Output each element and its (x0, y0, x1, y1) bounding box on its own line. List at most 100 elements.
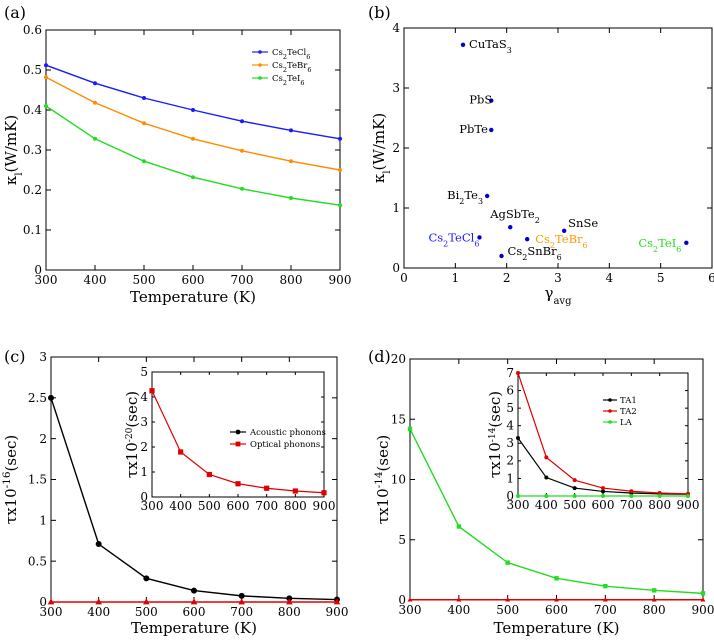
data-point (44, 75, 48, 80)
x-axis-label: Temperature (K) (131, 619, 257, 637)
y-tick-label: 2 (392, 141, 400, 155)
data-point (95, 541, 102, 548)
label-span: -14 (488, 427, 498, 442)
data-point (93, 81, 97, 86)
x-tick-label: 700 (620, 498, 643, 512)
data-point (48, 394, 54, 401)
label-span: 2 (283, 53, 287, 61)
data-point (516, 436, 520, 441)
data-point (629, 494, 634, 498)
data-point (561, 228, 567, 233)
x-tick-label: 500 (198, 499, 221, 513)
point-label: Cs2TeI6 (638, 236, 681, 254)
x-tick-label: 400 (87, 605, 110, 619)
data-point (700, 597, 706, 602)
data-point (206, 471, 212, 478)
panel-label: (a) (4, 3, 26, 22)
x-tick-label: 800 (648, 498, 671, 512)
x-tick-label: 400 (169, 499, 192, 513)
y-tick-label: 5 (506, 401, 514, 415)
x-tick-label: 700 (594, 603, 617, 617)
x-tick-label: 2 (503, 271, 511, 285)
y-tick-label: 4 (140, 390, 148, 404)
legend-entry: Acoustic phonons (249, 428, 326, 438)
plot-frame (151, 371, 325, 498)
y-tick-label: 0.6 (23, 23, 42, 37)
point-label: Cs2SnBr6 (508, 244, 562, 262)
data-point (47, 598, 55, 605)
label-span: τx10 (486, 442, 504, 478)
x-tick-label: 500 (563, 498, 586, 512)
legend-marker (608, 398, 612, 402)
data-point (572, 486, 577, 491)
data-point (321, 490, 327, 496)
x-tick-label: 400 (84, 273, 107, 287)
x-axis-label: Temperature (K) (130, 288, 256, 306)
data-point (149, 388, 155, 394)
x-tick-label: 0 (400, 271, 408, 285)
data-point (191, 587, 197, 594)
data-point (601, 486, 605, 491)
y-tick-label: 3 (392, 81, 400, 95)
label-span: TeBr (287, 61, 308, 71)
label-span: Cs (638, 236, 653, 250)
legend-entry: TA2 (620, 407, 637, 417)
label-span: PbS (469, 93, 492, 107)
label-span: Bi (447, 188, 459, 202)
data-point (629, 489, 634, 494)
y-tick-label: 2 (506, 454, 514, 468)
data-point (191, 136, 195, 141)
data-point (407, 426, 413, 432)
label-span: 2 (653, 244, 658, 253)
label-span: κ (2, 175, 20, 185)
label-span: l (13, 172, 25, 176)
y-tick-label: 1 (392, 201, 400, 215)
x-tick-label: 300 (40, 605, 63, 619)
label-span: 6 (306, 53, 310, 61)
x-tick-label: 4 (606, 271, 614, 285)
y-tick-label: 0.5 (28, 554, 47, 568)
data-point (601, 494, 605, 498)
x-tick-label: 300 (35, 273, 58, 287)
legend-entry: Cs2TeCl6 (272, 48, 310, 61)
y-tick-label: 1 (140, 465, 148, 479)
data-point (338, 136, 342, 141)
data-point (191, 175, 195, 180)
point-label: SnSe (568, 216, 598, 230)
x-axis-label: γavg (545, 284, 573, 307)
y-tick-label: 1 (39, 514, 47, 528)
y-tick-label: 3 (39, 350, 47, 364)
data-point (240, 148, 244, 153)
label-span: -16 (1, 471, 13, 488)
label-span: 6 (583, 241, 588, 250)
y-tick-label: 0.1 (23, 223, 42, 237)
data-point (142, 96, 146, 100)
y-tick-label: 10 (391, 473, 406, 487)
data-point (289, 159, 293, 164)
y-tick-label: 1.5 (28, 473, 47, 487)
y-tick-label: 3 (140, 415, 148, 429)
data-point (603, 583, 608, 589)
data-point (657, 494, 662, 498)
data-point (142, 159, 146, 164)
label-span: 6 (307, 66, 311, 74)
point-label: Cs2TeCl6 (428, 230, 479, 248)
data-point (143, 575, 150, 582)
plot-frame (45, 29, 341, 271)
legend-entry: Cs2TeBr6 (272, 61, 312, 74)
label-span: TeI (658, 236, 676, 250)
y-tick-label: 5 (140, 365, 148, 379)
y-tick-label: 0.4 (23, 103, 42, 117)
label-span: SnBr (527, 244, 557, 258)
panel-label: (d) (368, 347, 391, 366)
label-span: TeCl (287, 48, 307, 58)
data-point (338, 168, 342, 172)
data-point (484, 193, 490, 199)
x-tick-label: 600 (592, 498, 615, 512)
x-tick-label: 900 (326, 605, 349, 619)
x-tick-label: 500 (496, 603, 519, 617)
y-tick-label: 0 (392, 261, 400, 275)
x-tick-label: 400 (535, 498, 558, 512)
label-span: 6 (557, 253, 562, 262)
